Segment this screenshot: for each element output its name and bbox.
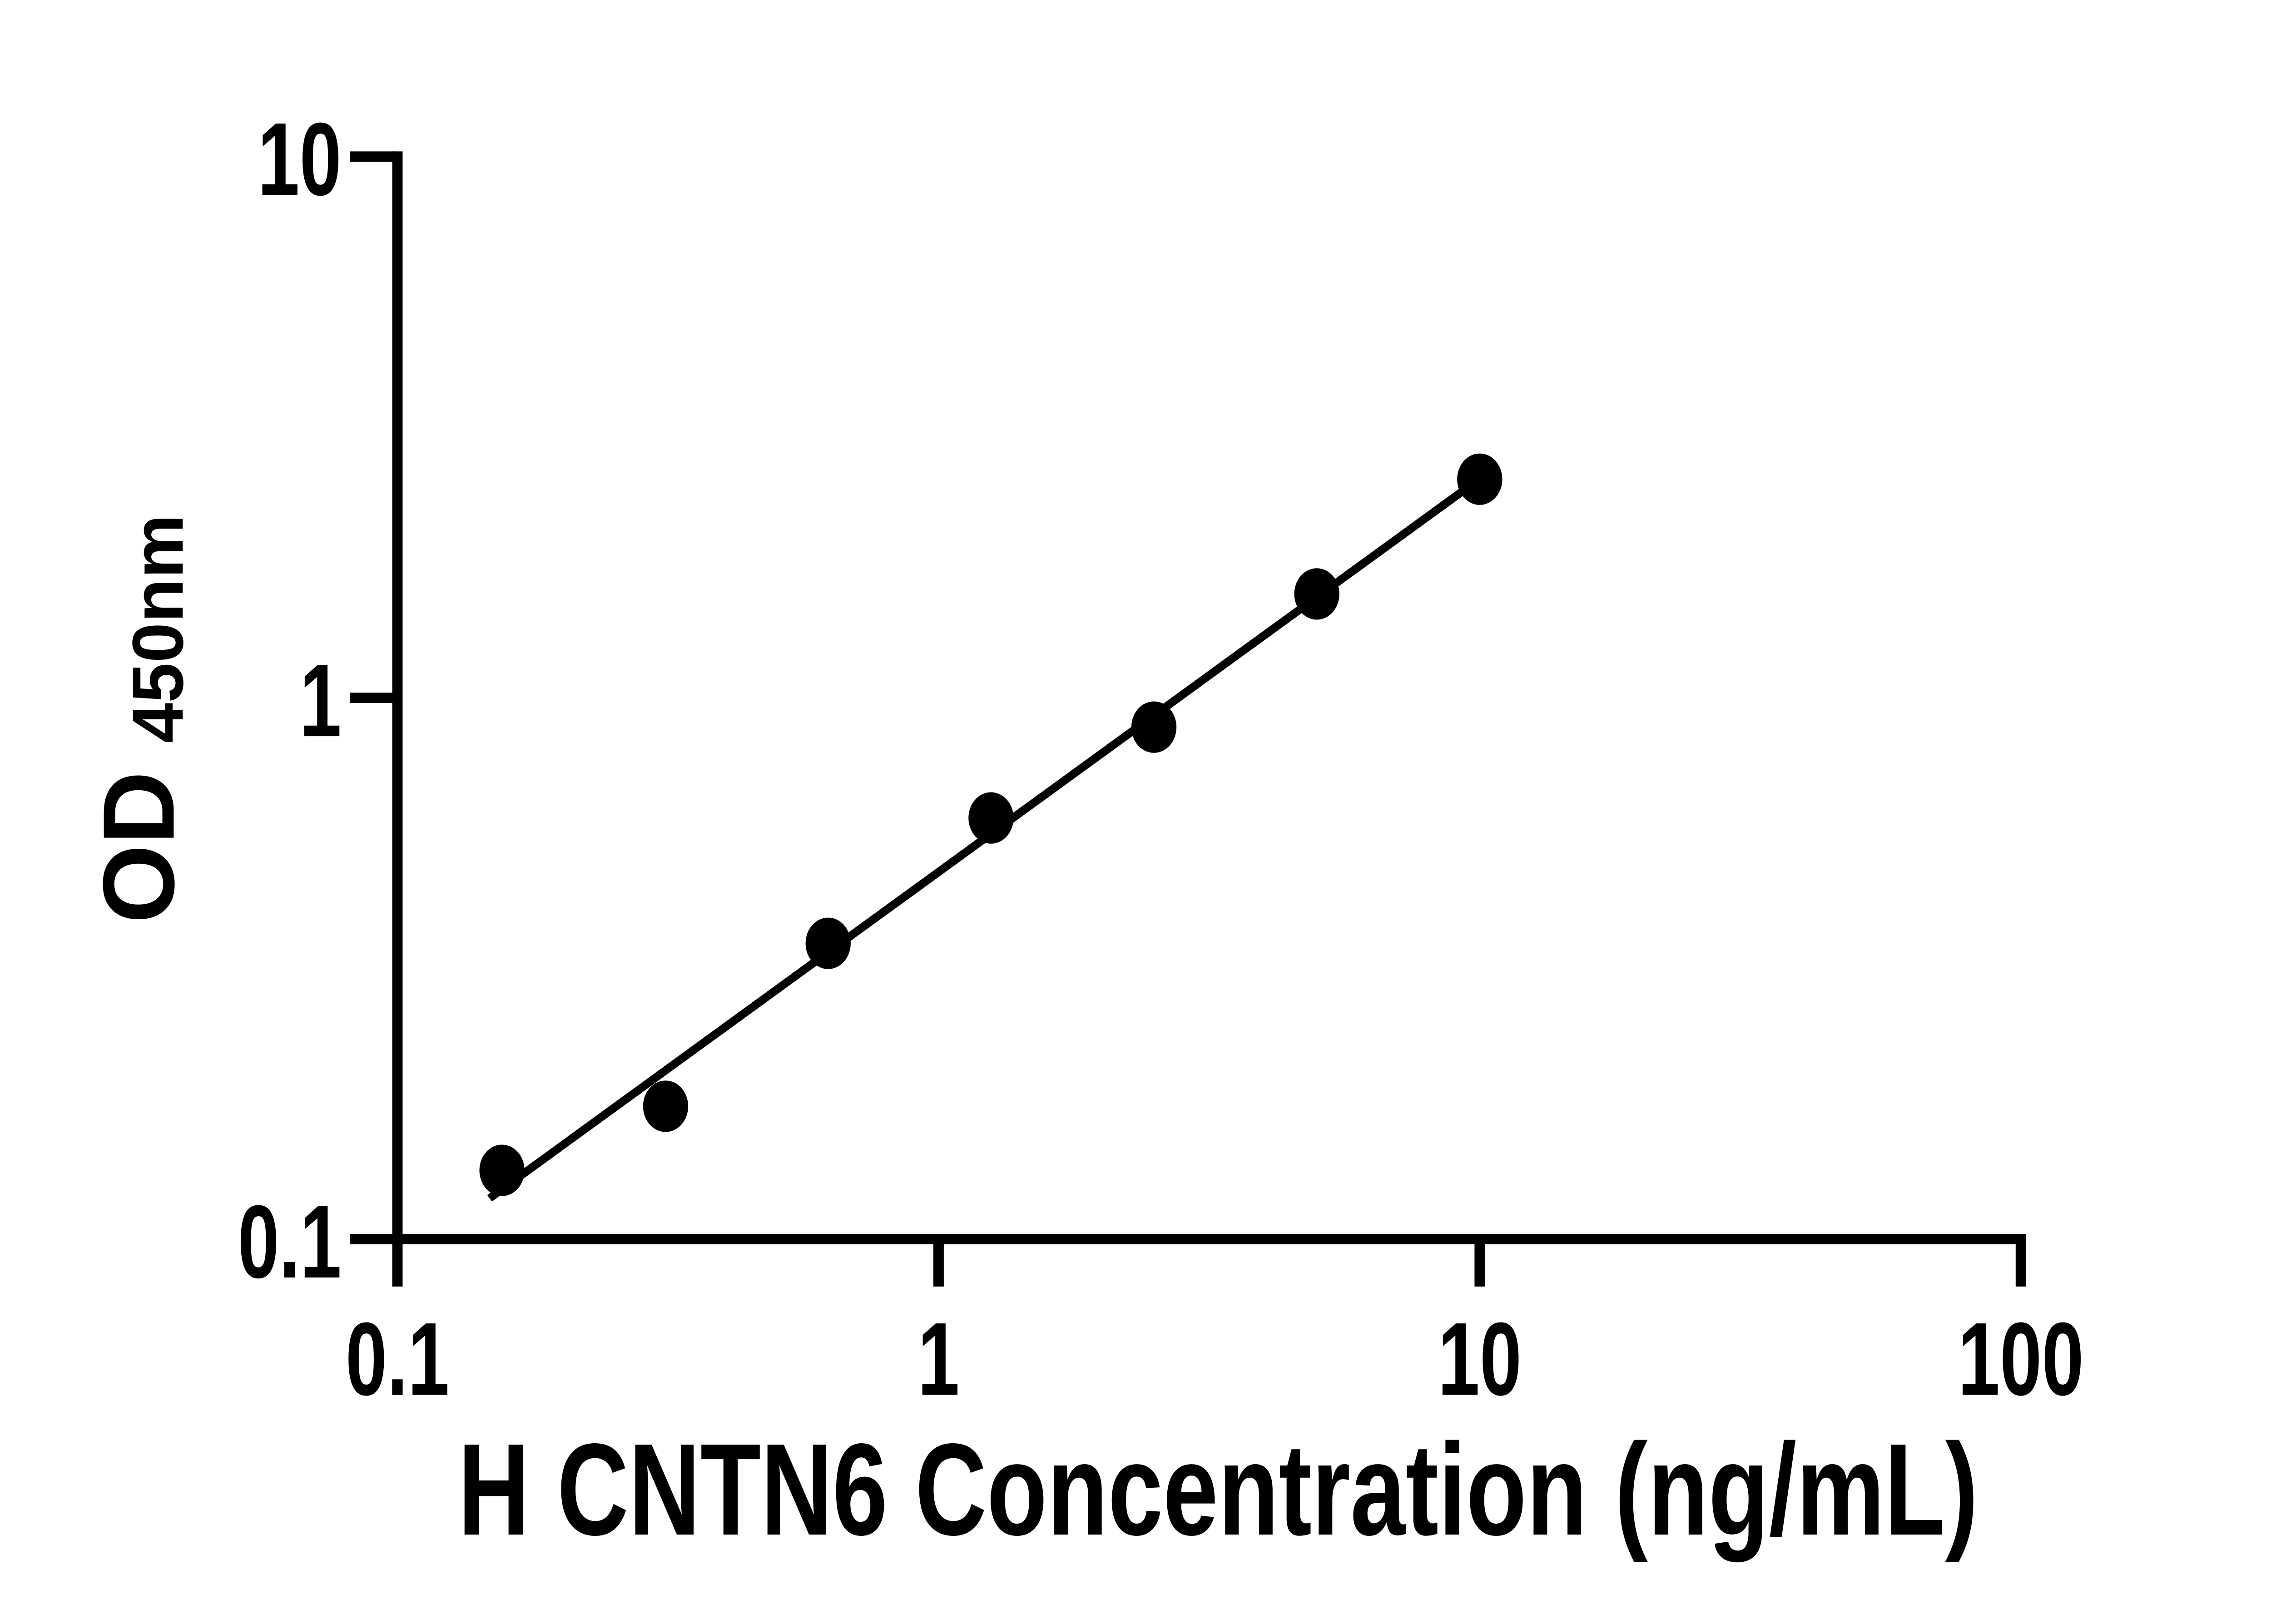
x-tick-label: 1 <box>917 1301 959 1417</box>
data-point <box>1294 568 1339 620</box>
y-tick-label: 1 <box>300 643 342 758</box>
x-tick-label: 10 <box>1438 1301 1522 1417</box>
y-tick-label: 10 <box>258 101 342 217</box>
series-layer <box>479 453 1502 1202</box>
y-axis-title: OD 450nm <box>82 515 198 924</box>
data-point <box>643 1080 689 1132</box>
data-point <box>1131 701 1177 753</box>
x-tick-label: 0.1 <box>346 1301 449 1417</box>
data-point <box>805 917 851 969</box>
y-axis-title-main: OD <box>82 771 195 923</box>
x-tick-label: 100 <box>1958 1301 2084 1417</box>
y-tick-label: 0.1 <box>238 1184 341 1300</box>
y-axis-title-subscript: 450nm <box>117 515 198 743</box>
data-point <box>968 792 1014 844</box>
axes-layer <box>350 151 2026 1287</box>
data-point <box>1457 453 1502 505</box>
x-axis-title: H CNTN6 Concentration (ng/mL) <box>458 1416 1978 1563</box>
data-point <box>479 1144 525 1196</box>
tick-label-layer: 0.1 1 10 100 0.1 1 10 <box>238 101 2083 1417</box>
